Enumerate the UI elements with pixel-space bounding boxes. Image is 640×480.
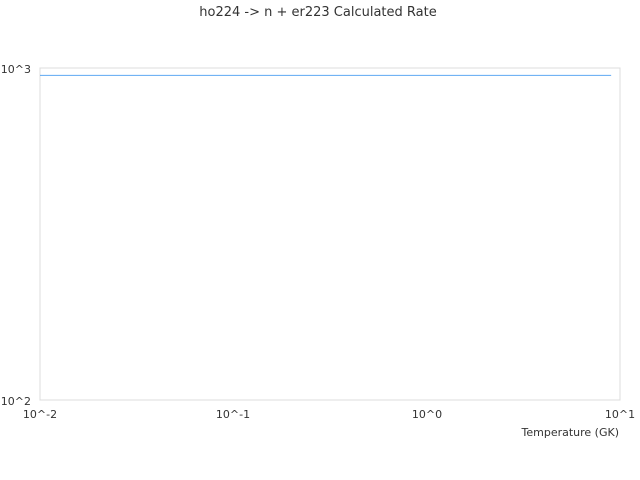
x-tick-label: 10^-2 — [23, 408, 57, 421]
plot-area — [39, 67, 621, 401]
y-tick-label: 10^2 — [1, 395, 31, 408]
x-axis-label: Temperature (GK) — [521, 426, 620, 439]
chart-title: ho224 -> n + er223 Calculated Rate — [199, 5, 436, 20]
x-tick-label: 10^0 — [412, 408, 442, 421]
y-tick-label: 10^3 — [1, 63, 31, 76]
x-tick-label: 10^1 — [605, 408, 635, 421]
x-tick-label: 10^-1 — [216, 408, 250, 421]
